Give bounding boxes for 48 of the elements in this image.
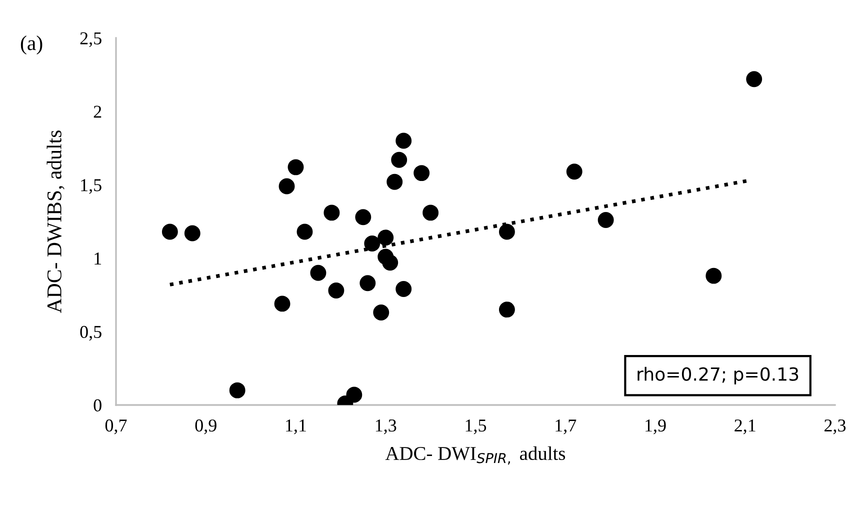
point bbox=[566, 164, 582, 180]
point bbox=[396, 132, 412, 149]
point bbox=[296, 224, 313, 240]
point bbox=[278, 178, 295, 194]
point bbox=[391, 152, 408, 168]
point bbox=[324, 204, 340, 221]
point bbox=[382, 254, 398, 271]
point bbox=[498, 302, 515, 318]
y-tick-label: 0 bbox=[94, 399, 102, 412]
point bbox=[373, 304, 390, 320]
point bbox=[162, 224, 178, 240]
point bbox=[598, 212, 614, 228]
y-tick-label: 0,5 bbox=[80, 326, 102, 341]
chart-title: (a) bbox=[20, 36, 42, 54]
x-tick-label: 1,1 bbox=[286, 420, 306, 434]
point bbox=[229, 382, 246, 398]
point bbox=[396, 281, 412, 298]
y-tick-label: 2,5 bbox=[80, 32, 102, 48]
x-tick-label: 1,5 bbox=[466, 420, 486, 434]
x-tick-label: 2,1 bbox=[734, 419, 756, 434]
point bbox=[346, 386, 362, 403]
point bbox=[422, 204, 439, 221]
point bbox=[414, 165, 430, 182]
point bbox=[746, 71, 762, 88]
x-tick-label: 1,7 bbox=[556, 420, 576, 434]
point bbox=[288, 159, 304, 176]
x-axis-title: ADC- DWI$_{SPIR,}$ adults bbox=[385, 446, 566, 465]
point bbox=[310, 264, 326, 281]
point bbox=[498, 224, 515, 240]
annotation: rho=0.27; p=0.13 bbox=[638, 366, 798, 384]
y-tick-label: 1,5 bbox=[81, 179, 102, 194]
point bbox=[184, 225, 200, 242]
y-axis-title: ADC- DWIBS, adults bbox=[46, 130, 64, 314]
point bbox=[364, 236, 380, 252]
point bbox=[274, 296, 290, 312]
point bbox=[706, 268, 722, 284]
point bbox=[386, 174, 403, 190]
point bbox=[360, 275, 376, 292]
point bbox=[378, 230, 394, 246]
y-tick-label: 1 bbox=[94, 252, 102, 264]
x-tick-label: 1,9 bbox=[646, 419, 666, 434]
point bbox=[355, 209, 372, 226]
x-tick-label: 2,3 bbox=[824, 419, 846, 434]
x-tick-label: 0,9 bbox=[195, 419, 216, 434]
x-tick-label: 0,7 bbox=[105, 419, 127, 434]
point bbox=[328, 282, 344, 298]
y-tick-label: 2 bbox=[94, 106, 102, 118]
x-tick-label: 1,3 bbox=[376, 419, 396, 434]
